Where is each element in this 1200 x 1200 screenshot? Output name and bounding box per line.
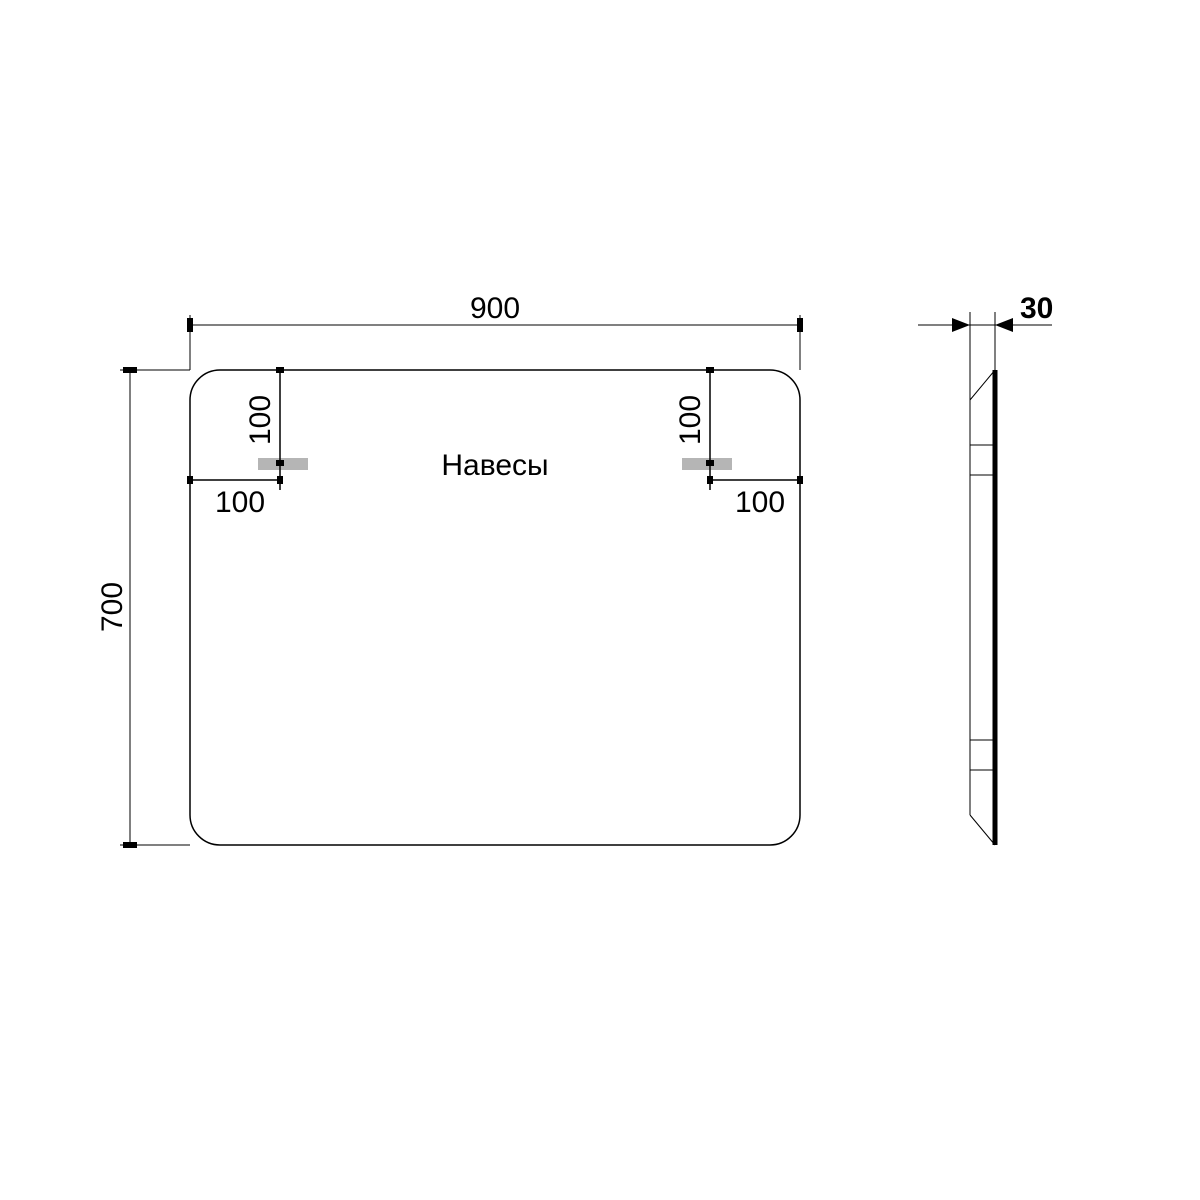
side-view	[970, 370, 995, 845]
dim-width: 900	[187, 292, 803, 370]
dim-depth: 30	[918, 292, 1053, 400]
dim-hanger-left-v: 100	[244, 395, 277, 445]
technical-drawing: Навесы 900 700 100 100	[0, 0, 1200, 1200]
dim-hanger-right: 100 100	[674, 367, 803, 519]
dim-depth-label: 30	[1020, 292, 1053, 325]
hangers-label: Навесы	[441, 449, 548, 482]
dim-hanger-left-h: 100	[215, 486, 265, 519]
dim-height-label: 700	[96, 582, 129, 632]
front-panel	[190, 370, 800, 845]
dim-height: 700	[96, 367, 190, 848]
dim-hanger-left: 100 100	[187, 367, 284, 519]
dim-hanger-right-h: 100	[735, 486, 785, 519]
dim-width-label: 900	[470, 292, 520, 325]
dim-hanger-right-v: 100	[674, 395, 707, 445]
